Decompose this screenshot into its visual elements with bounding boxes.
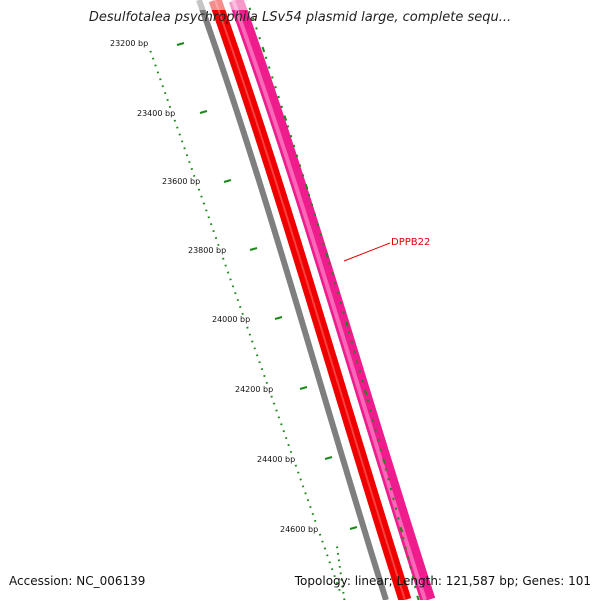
outer-tick <box>251 17 255 20</box>
outer-tick <box>292 144 296 148</box>
ruler-tick-label: 23200 bp <box>110 39 148 48</box>
outer-tick <box>319 232 323 236</box>
outer-tick <box>339 301 342 305</box>
outer-tick <box>399 526 404 533</box>
outer-tick <box>342 311 345 314</box>
ruler-tick-label: 24000 bp <box>212 315 250 324</box>
outer-tick <box>394 507 398 510</box>
outer-tick <box>401 536 405 540</box>
outer-tick <box>392 497 395 501</box>
outer-tick <box>363 389 368 396</box>
outer-tick <box>258 36 261 40</box>
ruler-major-tick <box>349 526 358 530</box>
gene-label[interactable]: DPPB22 <box>391 237 430 248</box>
outer-tick <box>248 7 252 11</box>
gene-callout-line <box>343 242 391 262</box>
outer-tick <box>387 477 390 481</box>
outer-tick <box>347 330 351 334</box>
outer-tick <box>255 27 258 30</box>
genome-tracks <box>196 0 436 600</box>
outer-tick <box>333 281 337 285</box>
outer-tick <box>264 56 268 60</box>
ruler-tick-label: 23400 bp <box>137 109 175 118</box>
accession-text: Accession: NC_006139 <box>9 574 146 588</box>
outer-tick <box>330 272 334 275</box>
outer-tick <box>304 183 309 190</box>
topology-summary: Topology: linear; Length: 121,587 bp; Ge… <box>294 574 591 588</box>
coordinate-ruler: 23200 bp 23400 bp 23600 bp 23800 bp 24000 bp… <box>110 39 358 600</box>
ruler-major-tick <box>199 110 208 114</box>
ruler-major-tick <box>299 386 308 390</box>
ruler-tick-label: 23800 bp <box>188 246 226 255</box>
ruler-major-tick <box>176 42 185 46</box>
outer-tick <box>411 575 415 579</box>
outer-tick <box>353 350 356 354</box>
gene-callout[interactable]: DPPB22 <box>343 237 430 262</box>
ruler-tick-label: 23600 bp <box>162 177 200 186</box>
outer-tick <box>355 360 359 363</box>
ruler-tick-label: 24600 bp <box>280 525 318 534</box>
outer-tick <box>350 340 354 344</box>
outer-tick <box>416 595 420 600</box>
outer-tick <box>374 428 377 432</box>
ruler-major-tick <box>324 456 333 460</box>
outer-tick-track <box>245 0 420 600</box>
outer-tick <box>295 154 299 158</box>
outer-tick <box>328 262 331 265</box>
backbone-track <box>196 0 389 600</box>
outer-tick <box>316 223 320 226</box>
outer-tick <box>361 379 364 383</box>
outer-tick <box>406 556 410 559</box>
outer-tick <box>376 438 380 442</box>
outer-tick <box>283 115 288 121</box>
outer-tick <box>384 468 388 471</box>
outer-tick <box>267 66 271 69</box>
outer-tick <box>325 252 329 259</box>
outer-tick <box>310 203 314 207</box>
outer-tick <box>274 85 277 89</box>
gene-feature-highlight <box>231 0 427 600</box>
outer-tick <box>397 517 400 520</box>
outer-tick <box>307 193 311 197</box>
ruler-major-tick <box>274 316 283 320</box>
outer-tick <box>404 546 407 550</box>
map-title: Desulfotalea psychrophila LSv54 plasmid … <box>88 10 512 25</box>
outer-tick <box>286 125 290 128</box>
outer-tick <box>389 487 393 491</box>
outer-tick <box>271 76 274 79</box>
outer-tick <box>313 213 317 216</box>
title-backdrop <box>180 0 260 10</box>
gene-feature-track <box>228 0 436 600</box>
outer-tick <box>382 458 386 464</box>
ruler-tick-label: 24400 bp <box>257 455 295 464</box>
outer-tick <box>344 321 349 327</box>
outer-tick <box>409 566 412 569</box>
outer-tick <box>277 95 280 99</box>
ruler-major-tick <box>249 247 258 251</box>
outer-tick <box>289 134 293 138</box>
outer-tick <box>298 164 302 167</box>
outer-tick <box>301 174 305 177</box>
outer-tick <box>322 242 325 246</box>
ruler-major-tick <box>223 179 232 183</box>
cds-strand-highlight <box>214 0 406 600</box>
outer-tick <box>369 409 372 412</box>
ruler-tick-label: 24200 bp <box>235 385 273 394</box>
outer-tick <box>280 105 284 109</box>
outer-tick <box>371 419 375 422</box>
outer-tick <box>413 585 417 589</box>
outer-tick <box>366 399 370 403</box>
outer-tick <box>379 448 383 452</box>
outer-tick <box>261 46 266 53</box>
outer-tick <box>358 370 362 373</box>
outer-tick <box>336 291 340 295</box>
